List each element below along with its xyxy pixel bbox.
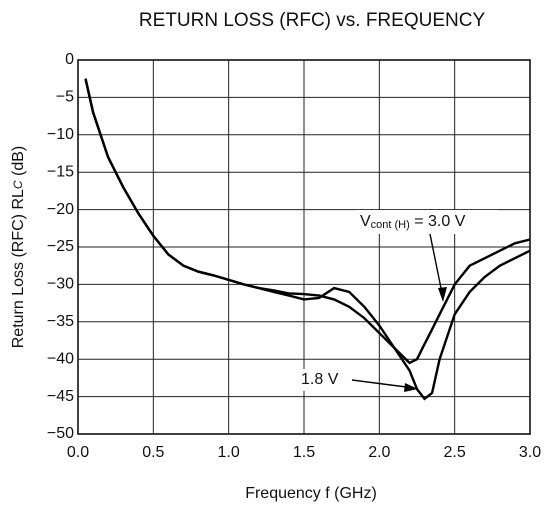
x-tick-label: 3.0 (519, 444, 541, 461)
y-tick-label: 0 (65, 51, 74, 68)
y-axis-label: Return Loss (RFC) RLC (dB) (10, 146, 27, 349)
arrow-head (404, 383, 418, 392)
x-axis-label: Frequency f (GHz) (245, 485, 377, 502)
x-tick-label: 1.0 (218, 444, 240, 461)
x-tick-label: 1.5 (293, 444, 315, 461)
y-tick-label: −5 (56, 89, 74, 106)
arrow-head (438, 287, 447, 302)
annotation-bg (356, 210, 498, 234)
annotation-sub: cont (H) (371, 219, 410, 231)
plot-area: 0 −5 −10 −15 −20 −25 −30 −35 −40 −45 −50 0.0 0.5 1.0 1… (47, 51, 541, 461)
x-tick-label: 2.0 (368, 444, 390, 461)
y-label-part: Return Loss (RFC) RL (10, 189, 27, 348)
annotation-part: V (360, 213, 371, 230)
x-tick-label: 0.5 (142, 444, 164, 461)
chart-title: RETURN LOSS (RFC) vs. FREQUENCY (139, 10, 486, 31)
annotation: 1.8 V (301, 371, 339, 388)
y-tick-label: −35 (47, 313, 74, 330)
annotation-arrow (351, 379, 415, 389)
y-tick-label: −45 (47, 388, 74, 405)
y-label-part: (dB) (10, 146, 27, 181)
y-tick-label: −15 (47, 163, 74, 180)
y-tick-label: −10 (47, 126, 74, 143)
y-tick-label: −40 (47, 350, 74, 367)
y-tick-label: −20 (47, 201, 74, 218)
annotation-bg (298, 369, 352, 391)
y-tick-label: −30 (47, 276, 74, 293)
x-tick-label: 2.5 (444, 444, 466, 461)
series-line (84, 78, 531, 401)
y-label-sub: C (11, 180, 25, 189)
annotation: Vcont (H) = 3.0 V (360, 213, 466, 231)
x-tick-label: 0.0 (67, 444, 89, 461)
annotation-part: = 3.0 V (410, 213, 466, 230)
plot-frame (77, 59, 531, 435)
annotation-arrow (429, 233, 444, 299)
y-tick-label: −50 (47, 425, 74, 442)
y-tick-label: −25 (47, 238, 74, 255)
